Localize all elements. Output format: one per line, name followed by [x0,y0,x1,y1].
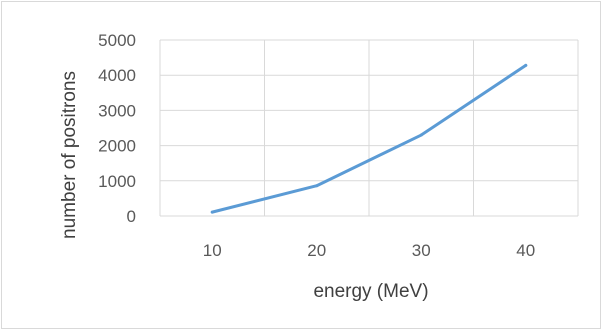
y-tick-label: 4000 [98,66,136,85]
y-axis-title: number of positrons [59,71,80,239]
data-point [419,133,423,137]
chart-gridlines [159,39,579,217]
y-tick-label: 5000 [98,31,136,50]
y-tick-label: 3000 [98,101,136,120]
x-axis-ticks: 10 20 30 40 [203,241,535,260]
data-point [524,63,528,67]
data-point [315,184,319,188]
chart-series [210,63,528,214]
x-tick-label: 40 [516,241,535,260]
x-axis-title: energy (MeV) [313,281,428,302]
x-tick-label: 20 [307,241,326,260]
data-point [210,210,214,214]
series-line [210,63,528,214]
y-tick-label: 2000 [98,137,136,156]
x-tick-label: 10 [203,241,222,260]
y-tick-label: 1000 [98,172,136,191]
y-tick-label: 0 [127,207,136,226]
y-axis-ticks: 0 1000 2000 3000 4000 5000 [98,31,136,226]
x-tick-label: 30 [412,241,431,260]
